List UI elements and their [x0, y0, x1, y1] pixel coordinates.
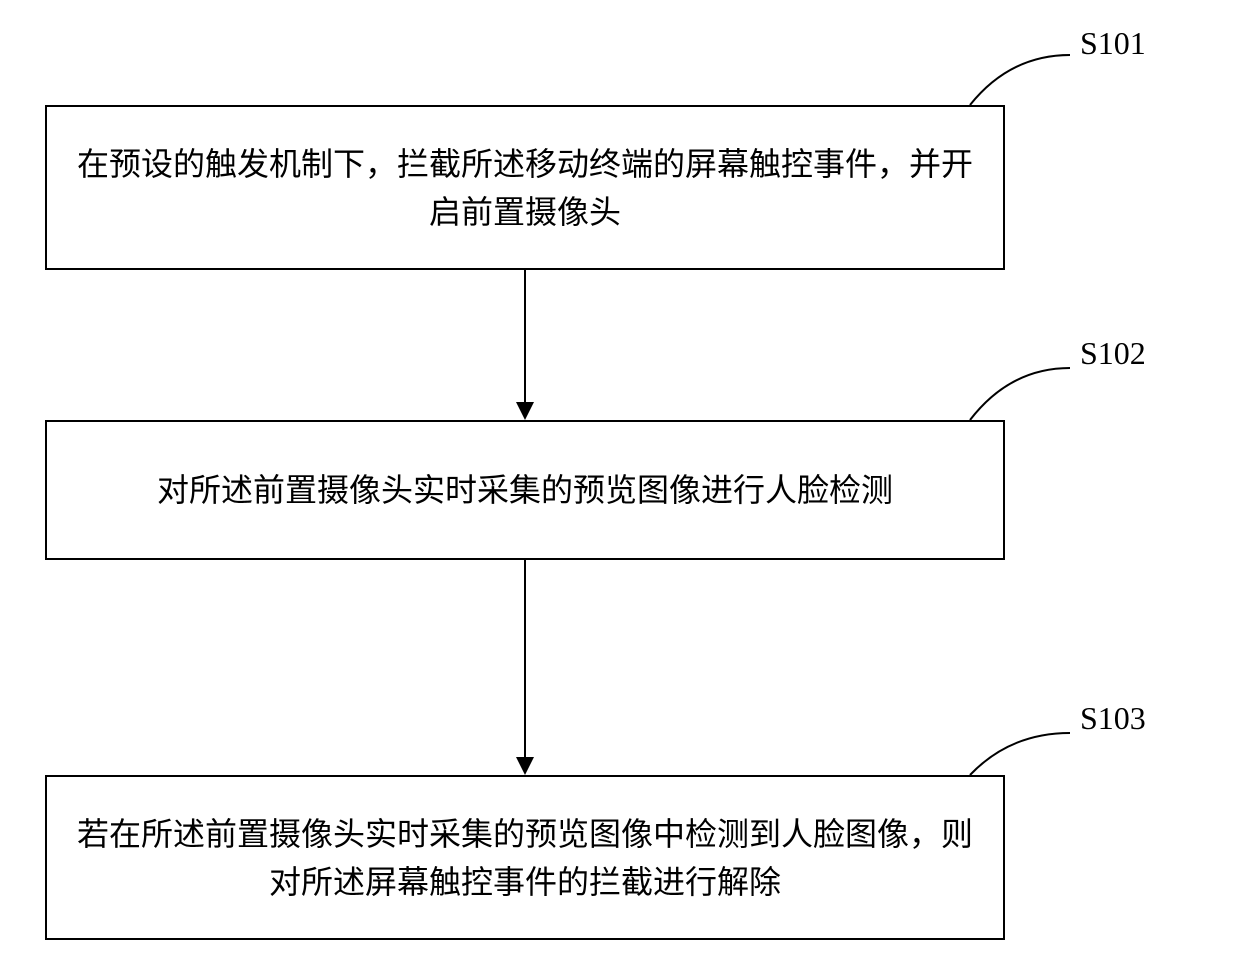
arrow-s102-s103 — [524, 560, 526, 757]
step-box-s103: 若在所述前置摄像头实时采集的预览图像中检测到人脸图像，则对所述屏幕触控事件的拦截… — [45, 775, 1005, 940]
step-text-s102: 对所述前置摄像头实时采集的预览图像进行人脸检测 — [157, 466, 893, 514]
step-text-s103: 若在所述前置摄像头实时采集的预览图像中检测到人脸图像，则对所述屏幕触控事件的拦截… — [77, 810, 973, 906]
flowchart-container: 在预设的触发机制下，拦截所述移动终端的屏幕触控事件，并开启前置摄像头 S101 … — [0, 0, 1240, 975]
arrow-head-s102-s103 — [516, 757, 534, 775]
arrow-head-s101-s102 — [516, 402, 534, 420]
step-label-s103: S103 — [1080, 700, 1146, 737]
arrow-s101-s102 — [524, 270, 526, 402]
step-label-s101: S101 — [1080, 25, 1146, 62]
step-box-s101: 在预设的触发机制下，拦截所述移动终端的屏幕触控事件，并开启前置摄像头 — [45, 105, 1005, 270]
step-label-s102: S102 — [1080, 335, 1146, 372]
step-text-s101: 在预设的触发机制下，拦截所述移动终端的屏幕触控事件，并开启前置摄像头 — [77, 140, 973, 236]
step-box-s102: 对所述前置摄像头实时采集的预览图像进行人脸检测 — [45, 420, 1005, 560]
